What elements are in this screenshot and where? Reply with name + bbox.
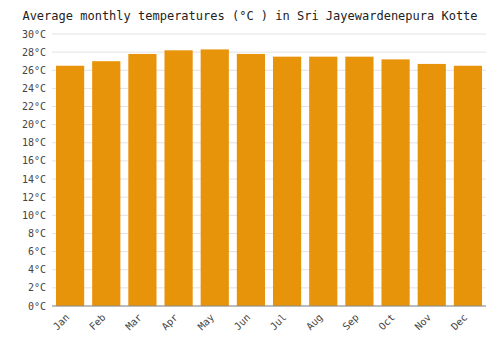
bar [56,66,84,306]
bar [309,57,337,306]
bar [201,49,229,306]
grid-line [52,52,486,53]
x-axis: Jan Feb Mar Apr May Jun Jul Aug Sep Oct Nov Dec [51,312,469,333]
x-tick-label: Sep [340,312,361,333]
x-tick-label: Apr [159,312,180,333]
chart-container: Average monthly temperatures (°C ) in Sr… [0,0,500,350]
x-tick-label: Jan [51,312,72,333]
y-tick-label: 18°C [22,137,46,148]
x-tick-label: Aug [304,312,325,333]
x-tick-label: Oct [376,312,397,333]
grid [52,34,486,306]
y-tick-label: 28°C [22,47,46,58]
bar [128,54,156,306]
bar [454,66,482,306]
x-tick-label: Jun [232,312,253,333]
y-tick-label: 12°C [22,192,46,203]
x-tick-label: May [196,312,217,333]
title: Average monthly temperatures (°C ) in Sr… [22,9,477,23]
y-tick-label: 10°C [22,210,46,221]
x-tick-label: Feb [87,312,108,333]
x-tick-label: Nov [413,312,434,333]
y-tick-label: 24°C [22,83,46,94]
x-axis-line [52,306,486,307]
y-tick-label: 14°C [22,174,46,185]
bar [381,59,409,306]
y-tick-label: 30°C [22,29,46,40]
bar [164,50,192,306]
y-axis: 0°C 2°C 4°C 6°C 8°C 10°C 12°C 14°C 16°C 18°C 20°C 2… [22,29,46,312]
y-tick-label: 16°C [22,155,46,166]
bar [237,54,265,306]
bar [345,57,373,306]
y-tick-label: 22°C [22,101,46,112]
y-tick-label: 4°C [28,264,46,275]
x-tick-label: Mar [123,312,144,333]
x-tick-label: Jul [268,312,289,333]
y-tick-label: 26°C [22,65,46,76]
chart: Average monthly temperatures (°C ) in Sr… [0,0,500,350]
bars [56,49,482,306]
grid-line [52,34,486,35]
x-tick-label: Dec [449,312,470,333]
bar [418,64,446,306]
bar [273,57,301,306]
y-tick-label: 6°C [28,246,46,257]
y-tick-label: 2°C [28,282,46,293]
y-tick-label: 0°C [28,301,46,312]
bar [92,61,120,306]
grid-line [52,306,486,307]
y-tick-label: 20°C [22,119,46,130]
y-tick-label: 8°C [28,228,46,239]
